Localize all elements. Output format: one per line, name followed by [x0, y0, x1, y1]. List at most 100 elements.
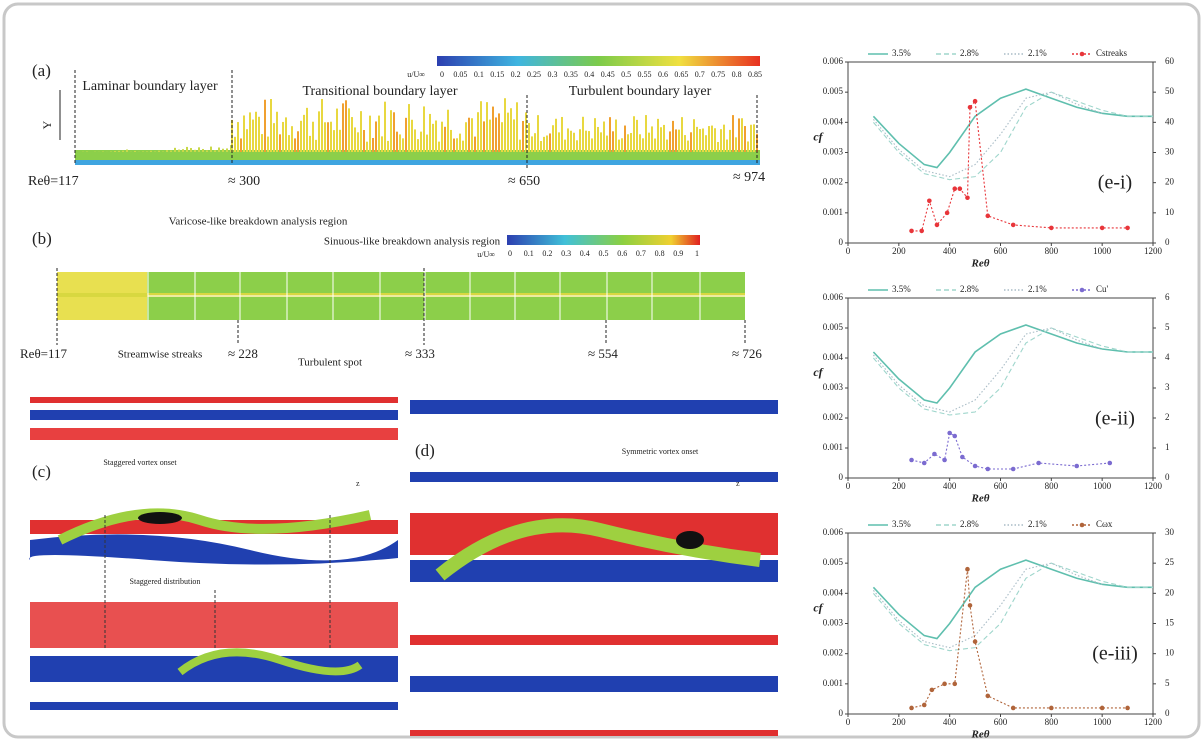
y2-tick-label: 30 [1165, 147, 1175, 157]
data-point [952, 186, 958, 191]
y2-tick-label: 2 [1165, 412, 1170, 422]
y-tick-label: 0.005 [823, 322, 844, 332]
data-point [985, 213, 991, 219]
data-point [985, 693, 991, 699]
x-axis-label: Reθ [971, 493, 990, 505]
colorbar-tick: 0.35 [564, 70, 578, 79]
data-point [952, 433, 958, 439]
x-tick-label: 1000 [1093, 246, 1112, 256]
axis-label: Y [40, 120, 54, 129]
data-point [934, 222, 940, 228]
data-point [1010, 466, 1016, 472]
x-tick-label: 600 [994, 717, 1008, 727]
colorbar-tick: 0.6 [617, 249, 627, 258]
series-line [872, 562, 1153, 652]
colorbar-tick: 0.25 [527, 70, 541, 79]
x-tick-label: 1200 [1144, 246, 1163, 256]
colorbar-tick: 0.2 [542, 249, 552, 258]
y-axis-label: cf [813, 365, 823, 379]
x-tick-label: 600 [994, 246, 1008, 256]
x-tick-label: 600 [994, 481, 1008, 491]
data-point [919, 228, 925, 234]
y-tick-label: 0.003 [823, 618, 844, 628]
y2-tick-label: 0 [1165, 708, 1170, 718]
x-tick-label: 800 [1045, 717, 1059, 727]
data-point [1125, 225, 1130, 231]
annotation: Sinuous-like breakdown analysis region [324, 236, 501, 248]
data-point [965, 195, 970, 201]
y2-tick-label: 6 [1165, 292, 1170, 302]
y-tick-label: 0 [839, 472, 844, 482]
data-point [967, 603, 973, 608]
colorbar-tick: 0.75 [711, 70, 725, 79]
vortex-render [410, 400, 778, 736]
station-label: Reθ=117 [20, 346, 68, 361]
x-tick-label: 0 [846, 717, 851, 727]
data-point [952, 681, 958, 687]
panel-label: (e-i) [1098, 172, 1132, 194]
y-tick-label: 0.005 [823, 86, 844, 96]
y2-tick-label: 25 [1165, 557, 1175, 567]
y2-tick-label: 20 [1165, 587, 1175, 597]
colorbar-tick: 0.45 [601, 70, 615, 79]
vortex-render [29, 397, 399, 710]
data-point [1099, 225, 1105, 231]
data-point [927, 198, 932, 204]
x-tick-label: 400 [943, 717, 957, 727]
x-axis-label: Reθ [971, 258, 990, 270]
station-lines [56, 268, 746, 345]
axis-label: z [736, 479, 740, 488]
x-tick-label: 200 [892, 717, 906, 727]
y2-tick-label: 5 [1165, 678, 1170, 688]
legend-label: 2.8% [960, 48, 979, 58]
x-tick-label: 0 [846, 246, 851, 256]
legend-label: Cstreaks [1096, 48, 1127, 58]
x-tick-label: 1200 [1144, 717, 1163, 727]
data-point [944, 210, 950, 216]
y-axis-label: cf [813, 600, 823, 614]
data-point [1036, 460, 1041, 466]
data-point [965, 566, 970, 572]
colorbar-tick: 0.4 [584, 70, 594, 79]
colorbar [437, 56, 760, 66]
legend-label: 2.8% [960, 284, 979, 294]
y-tick-label: 0.004 [823, 116, 844, 126]
data-point [985, 466, 991, 472]
data-point [972, 463, 978, 469]
data-point [1049, 225, 1054, 231]
data-point [932, 451, 937, 457]
data-point [967, 104, 973, 110]
y-tick-label: 0.005 [823, 557, 844, 567]
station-lines [74, 70, 758, 170]
y-tick-label: 0.006 [823, 56, 844, 66]
colorbar-label: u/U∞ [477, 250, 495, 259]
x-axis-label: Reθ [971, 729, 990, 741]
colorbar-tick: 0.7 [695, 70, 705, 79]
legend-label: 2.1% [1028, 48, 1047, 58]
panel-label: (d) [415, 441, 435, 460]
x-tick-label: 0 [846, 481, 851, 491]
colorbar-tick: 0.1 [524, 249, 534, 258]
legend-label: 2.1% [1028, 519, 1047, 529]
y2-tick-label: 1 [1165, 442, 1170, 452]
legend-label: Cωx [1096, 519, 1113, 529]
data-point [909, 228, 914, 234]
colorbar-tick: 0.6 [658, 70, 668, 79]
x-tick-label: 200 [892, 246, 906, 256]
station-label: ≈ 333 [405, 346, 435, 361]
annotation: Streamwise streaks [118, 349, 203, 361]
colorbar-tick: 1 [695, 249, 699, 258]
data-point [947, 430, 952, 436]
station-label: ≈ 228 [228, 346, 258, 361]
data-point [942, 457, 947, 463]
colorbar-tick: 0.8 [655, 249, 665, 258]
y-tick-label: 0.003 [823, 382, 844, 392]
region-label: Laminar boundary layer [82, 79, 218, 94]
y2-tick-label: 40 [1165, 116, 1175, 126]
y-tick-label: 0.002 [823, 648, 843, 658]
station-label: Reθ=117 [28, 174, 79, 189]
colorbar-tick: 0.9 [673, 249, 683, 258]
colorbar-tick: 0.05 [453, 70, 467, 79]
series-line [872, 327, 1153, 416]
series-line [872, 91, 1153, 181]
